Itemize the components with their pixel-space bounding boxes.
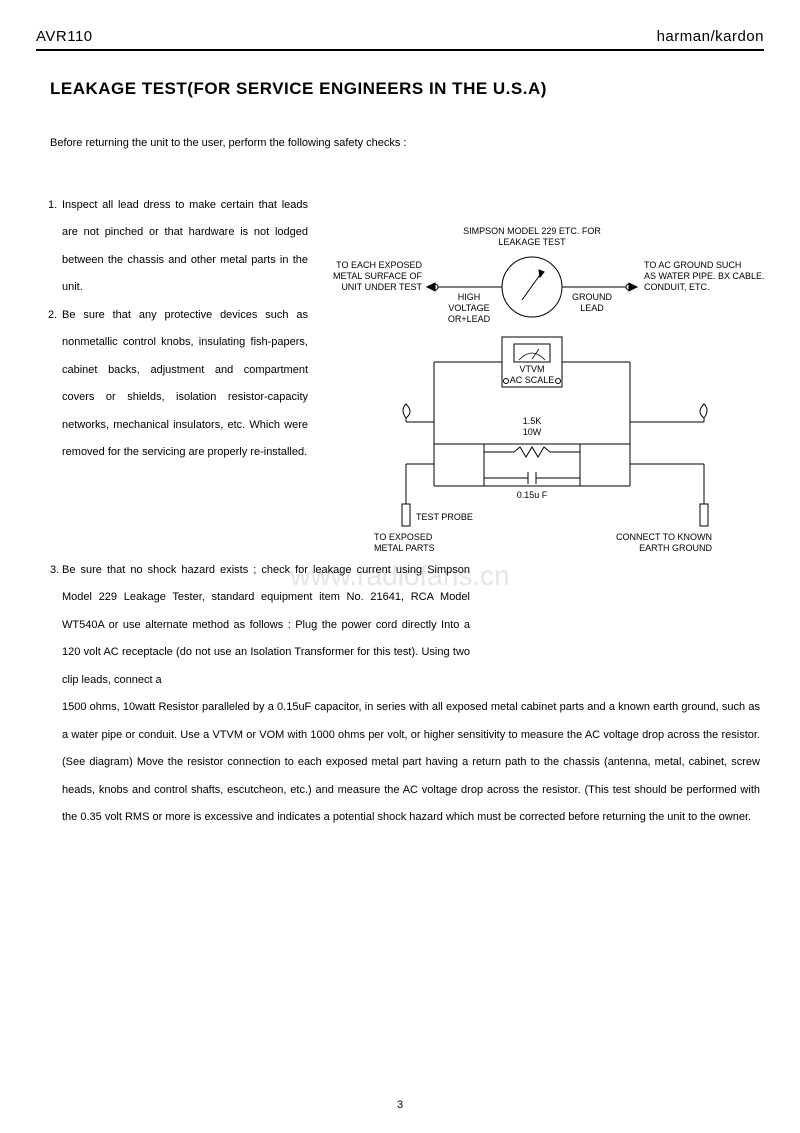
diagram-label: UNIT UNDER TEST	[341, 282, 422, 292]
intro-text: Before returning the unit to the user, p…	[50, 135, 764, 152]
step-number: 1.	[48, 192, 57, 220]
diagram-label: VTVM	[519, 364, 544, 374]
diagram-label: LEAD	[580, 303, 604, 313]
model-label: AVR110	[36, 28, 93, 45]
diagram-column: SIMPSON MODEL 229 ETC. FOR LEAKAGE TEST …	[314, 192, 764, 557]
diagram-label: TO EACH EXPOSED	[336, 260, 422, 270]
diagram-label: 1.5K	[523, 416, 542, 426]
page-header: AVR110 harman/kardon	[36, 28, 764, 51]
diagram-label: METAL PARTS	[374, 543, 435, 552]
diagram-label: AC SCALE	[510, 375, 555, 385]
step-number: 3.	[50, 557, 59, 585]
step-3-continued: 1500 ohms, 10watt Resistor paralleled by…	[62, 694, 760, 832]
diagram-label: GROUND	[572, 292, 612, 302]
step-text: Inspect all lead dress to make certain t…	[62, 199, 308, 294]
leakage-test-diagram: SIMPSON MODEL 229 ETC. FOR LEAKAGE TEST …	[314, 192, 764, 552]
step-3: 3. Be sure that no shock hazard exists ;…	[62, 557, 470, 695]
diagram-label: LEAKAGE TEST	[498, 237, 566, 247]
page-number: 3	[0, 1099, 800, 1111]
diagram-label: HIGH	[458, 292, 481, 302]
step-2: 2. Be sure that any protective devices s…	[50, 302, 308, 467]
diagram-label: OR+LEAD	[448, 314, 491, 324]
steps-column: 1. Inspect all lead dress to make certai…	[36, 192, 308, 557]
brand-label: harman/kardon	[657, 28, 764, 45]
diagram-label: CONNECT TO KNOWN	[616, 532, 712, 542]
step-text: Be sure that no shock hazard exists ; ch…	[62, 564, 470, 686]
diagram-label: TO AC GROUND SUCH	[644, 260, 741, 270]
diagram-label: EARTH GROUND	[639, 543, 712, 552]
step-1: 1. Inspect all lead dress to make certai…	[50, 192, 308, 302]
diagram-label: AS WATER PIPE. BX CABLE.	[644, 271, 764, 281]
diagram-label: TEST PROBE	[416, 512, 473, 522]
diagram-label: METAL SURFACE OF	[333, 271, 423, 281]
diagram-label: 10W	[523, 427, 542, 437]
diagram-label: VOLTAGE	[448, 303, 489, 313]
step-text: Be sure that any protective devices such…	[62, 309, 308, 459]
diagram-label: SIMPSON MODEL 229 ETC. FOR	[463, 226, 601, 236]
diagram-label: 0.15u F	[517, 490, 548, 500]
diagram-label: CONDUIT, ETC.	[644, 282, 710, 292]
step-number: 2.	[48, 302, 57, 330]
page-title: LEAKAGE TEST(FOR SERVICE ENGINEERS IN TH…	[50, 79, 764, 99]
diagram-label: TO EXPOSED	[374, 532, 433, 542]
